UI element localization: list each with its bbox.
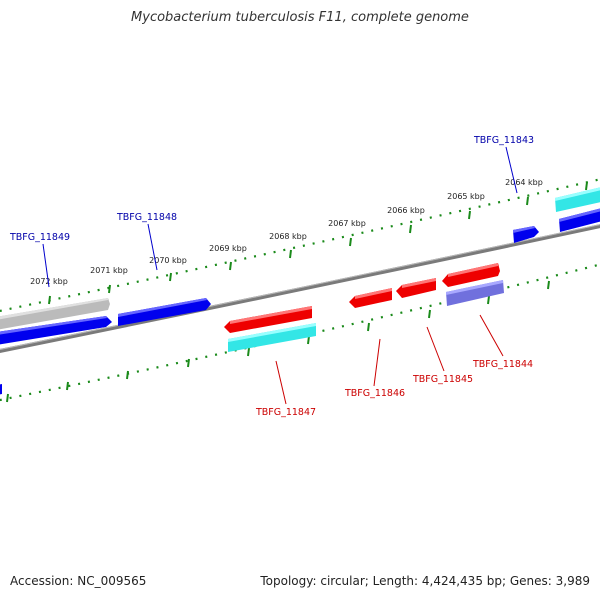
ruler-label-2069: 2069 kbp bbox=[209, 244, 247, 253]
map-title: Mycobacterium tuberculosis F11, complete… bbox=[131, 10, 469, 25]
gene-label-TBFG_11849[interactable]: TBFG_11849 bbox=[9, 232, 70, 243]
ruler-label-2065: 2065 kbp bbox=[447, 192, 485, 201]
outer-ruler-major-ticks bbox=[48, 181, 588, 305]
leader-line bbox=[479, 314, 504, 357]
inner-ruler-major-ticks bbox=[6, 280, 550, 403]
gene-arrow-TBFG_11844[interactable] bbox=[442, 263, 500, 287]
purple-feature bbox=[446, 280, 504, 306]
ruler-label-2072: 2072 kbp bbox=[30, 277, 68, 286]
leader-line bbox=[426, 326, 445, 372]
leader-line bbox=[42, 243, 50, 288]
gene-label-TBFG_11845[interactable]: TBFG_11845 bbox=[412, 374, 473, 385]
genome-summary-text: Topology: circular; Length: 4,424,435 bp… bbox=[260, 574, 590, 588]
gene-label-TBFG_11846[interactable]: TBFG_11846 bbox=[344, 388, 405, 399]
genome-backbone bbox=[0, 224, 600, 354]
ruler-label-2067: 2067 kbp bbox=[328, 219, 366, 228]
gene-label-TBFG_11847[interactable]: TBFG_11847 bbox=[255, 407, 316, 418]
ruler-label-2066: 2066 kbp bbox=[387, 206, 425, 215]
gene-arrow-TBFG_11848[interactable] bbox=[118, 298, 211, 326]
leader-line bbox=[373, 338, 381, 387]
gray-feature bbox=[0, 298, 110, 330]
cyan-feature bbox=[228, 323, 316, 352]
leader-line bbox=[147, 223, 158, 271]
gene-arrow-right-edge[interactable] bbox=[559, 206, 600, 232]
leader-line bbox=[505, 146, 518, 194]
ruler-label-2071: 2071 kbp bbox=[90, 266, 128, 275]
gene-label-TBFG_11843[interactable]: TBFG_11843 bbox=[473, 135, 534, 146]
leader-line bbox=[275, 360, 287, 405]
gene-label-TBFG_11844[interactable]: TBFG_11844 bbox=[472, 359, 533, 370]
accession-text: Accession: NC_009565 bbox=[10, 574, 147, 588]
ruler-label-2068: 2068 kbp bbox=[269, 232, 307, 241]
cyan-feature-right bbox=[555, 187, 600, 212]
ruler-label-2070: 2070 kbp bbox=[149, 256, 187, 265]
gene-arrow-left-edge[interactable] bbox=[0, 384, 2, 395]
ruler-label-2064: 2064 kbp bbox=[505, 178, 543, 187]
gene-arrow-forward[interactable] bbox=[0, 316, 112, 346]
gene-label-TBFG_11848[interactable]: TBFG_11848 bbox=[116, 212, 177, 223]
